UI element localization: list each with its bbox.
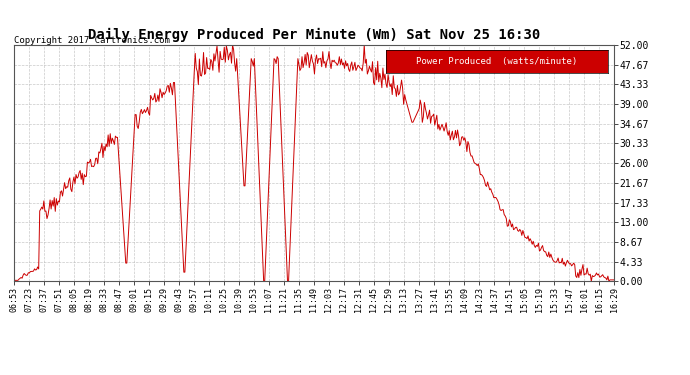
- Title: Daily Energy Produced Per Minute (Wm) Sat Nov 25 16:30: Daily Energy Produced Per Minute (Wm) Sa…: [88, 28, 540, 42]
- Text: Copyright 2017 Cartronics.com: Copyright 2017 Cartronics.com: [14, 36, 170, 45]
